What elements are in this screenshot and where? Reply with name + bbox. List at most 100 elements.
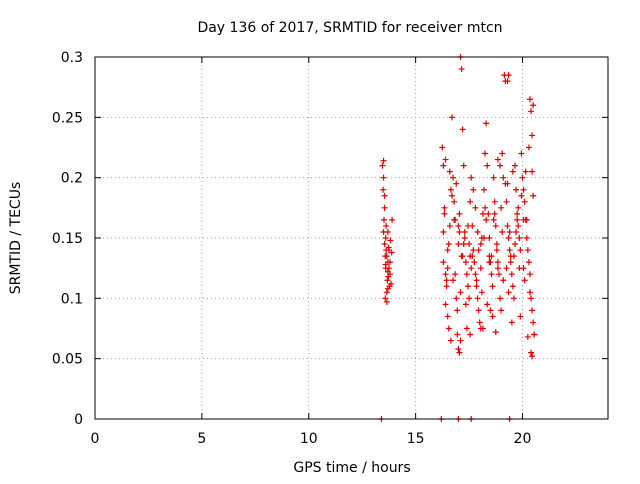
data-point — [490, 174, 497, 181]
data-point — [481, 235, 488, 241]
data-point — [441, 210, 448, 217]
data-point — [500, 277, 507, 284]
data-point — [487, 307, 494, 314]
data-point — [448, 192, 455, 199]
data-point — [499, 150, 506, 157]
data-point — [504, 78, 511, 85]
x-tick-label: 5 — [197, 431, 206, 447]
data-point — [444, 247, 451, 254]
data-point — [382, 235, 389, 241]
data-point — [458, 253, 465, 260]
data-point — [445, 325, 452, 332]
data-point — [482, 150, 489, 157]
data-point — [387, 237, 394, 244]
data-point — [440, 162, 447, 169]
y-tick-label: 0.15 — [52, 231, 83, 247]
data-point — [486, 235, 493, 241]
data-point — [517, 247, 524, 254]
data-point — [444, 265, 451, 272]
data-point — [483, 216, 490, 223]
x-tick-label: 0 — [91, 431, 100, 447]
data-point — [492, 329, 499, 336]
grid-lines — [95, 57, 608, 419]
data-point — [521, 277, 528, 284]
data-point — [506, 247, 513, 254]
data-point — [464, 222, 471, 229]
data-point — [460, 241, 467, 248]
data-point — [458, 66, 465, 73]
data-point — [466, 295, 473, 302]
data-point — [459, 126, 466, 133]
data-point — [455, 222, 462, 229]
data-point — [379, 162, 386, 169]
data-point — [500, 174, 507, 181]
data-point — [380, 174, 387, 181]
data-point — [529, 168, 536, 175]
data-point — [513, 228, 520, 235]
data-point — [383, 298, 390, 305]
data-point — [503, 198, 510, 205]
data-point — [505, 72, 512, 79]
data-point — [505, 289, 512, 296]
data-points — [378, 54, 538, 422]
data-point — [494, 265, 501, 272]
data-point — [529, 353, 536, 360]
data-point — [519, 174, 526, 181]
x-tick-label: 20 — [514, 431, 532, 447]
data-point — [520, 216, 527, 223]
data-point — [515, 204, 522, 211]
data-point — [447, 186, 454, 193]
data-point — [444, 313, 451, 320]
data-point — [498, 307, 505, 314]
data-point — [509, 283, 516, 290]
data-point — [530, 192, 537, 199]
data-point — [473, 277, 480, 284]
data-point — [510, 253, 517, 260]
data-point — [482, 204, 489, 211]
data-point — [491, 210, 498, 217]
data-point — [455, 241, 462, 248]
data-point — [462, 301, 469, 308]
data-point — [490, 216, 497, 223]
data-point — [456, 228, 463, 235]
data-point — [497, 295, 504, 302]
data-point — [383, 222, 390, 229]
data-point — [495, 271, 502, 278]
data-point — [475, 307, 482, 314]
data-point — [474, 295, 481, 302]
data-point — [461, 228, 468, 235]
data-point — [456, 210, 463, 217]
data-point — [440, 228, 447, 235]
data-point — [461, 235, 468, 241]
data-point — [380, 157, 387, 164]
y-tick-label: 0.1 — [61, 291, 83, 307]
data-point — [492, 222, 499, 229]
data-point — [483, 120, 490, 127]
data-point — [471, 259, 478, 266]
data-point — [467, 331, 474, 338]
data-point — [446, 222, 453, 229]
data-point — [381, 204, 388, 211]
data-point — [460, 162, 467, 169]
data-point — [489, 313, 496, 320]
data-point — [518, 150, 525, 157]
data-point — [456, 349, 463, 356]
data-point — [528, 295, 535, 302]
data-point — [453, 295, 460, 302]
data-point — [485, 210, 492, 217]
data-point — [486, 253, 493, 260]
chart-title: Day 136 of 2017, SRMTID for receiver mtc… — [197, 20, 502, 36]
data-point — [491, 198, 498, 205]
data-point — [530, 102, 537, 109]
data-point — [468, 174, 475, 181]
data-point — [463, 325, 470, 332]
data-point — [470, 247, 477, 254]
data-point — [389, 216, 396, 223]
data-point — [497, 162, 504, 169]
y-axis-ticks: 0 0.05 0.1 0.15 0.2 0.25 0.3 — [52, 50, 608, 428]
data-point — [382, 295, 389, 302]
data-point — [383, 253, 390, 260]
data-point — [499, 228, 506, 235]
data-point — [477, 265, 484, 272]
